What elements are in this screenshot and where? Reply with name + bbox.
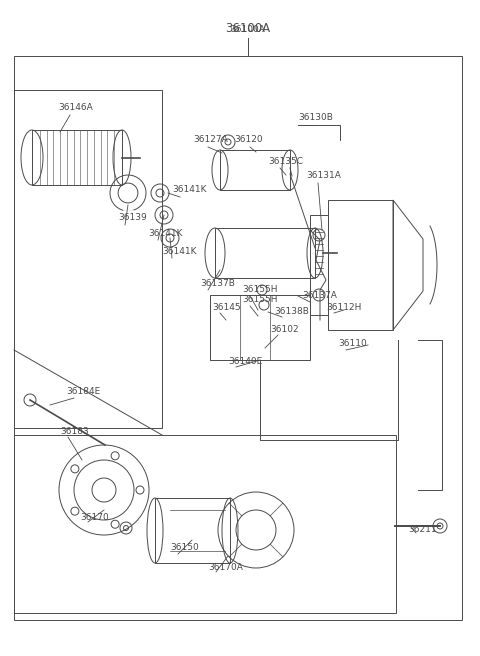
- Text: 36127A: 36127A: [193, 134, 228, 144]
- Bar: [220, 150, 290, 190]
- Text: 36146A: 36146A: [58, 104, 93, 112]
- Text: 36120: 36120: [234, 134, 263, 144]
- Text: 36100A: 36100A: [226, 22, 271, 35]
- Text: 36145: 36145: [212, 304, 240, 312]
- Bar: [210, 295, 310, 360]
- Bar: [328, 200, 393, 330]
- Text: 36131A: 36131A: [306, 171, 341, 180]
- Text: 36110: 36110: [338, 340, 367, 348]
- Text: 36155H: 36155H: [242, 285, 277, 295]
- Bar: [14, 90, 162, 428]
- Text: 36112H: 36112H: [326, 304, 361, 312]
- Text: 36211: 36211: [408, 525, 437, 535]
- Text: 36141K: 36141K: [148, 230, 182, 239]
- Text: 36184E: 36184E: [66, 388, 100, 396]
- Bar: [14, 435, 396, 613]
- Text: 36102: 36102: [270, 325, 299, 335]
- Text: 36138B: 36138B: [274, 308, 309, 316]
- Bar: [310, 215, 328, 315]
- Text: 36135C: 36135C: [268, 157, 303, 167]
- Bar: [155, 498, 230, 563]
- Text: 36137B: 36137B: [200, 279, 235, 289]
- Text: 36141K: 36141K: [172, 186, 206, 194]
- Text: 36150: 36150: [170, 544, 199, 552]
- Text: 36130B: 36130B: [298, 113, 333, 123]
- Text: 36139: 36139: [118, 213, 147, 222]
- Text: 36140E: 36140E: [228, 358, 262, 367]
- Bar: [215, 228, 315, 278]
- Bar: [32, 130, 122, 185]
- Text: 36155H: 36155H: [242, 295, 277, 304]
- Text: 36170A: 36170A: [208, 564, 243, 573]
- Text: 36141K: 36141K: [162, 247, 196, 256]
- Bar: [14, 56, 462, 620]
- Text: 36100A: 36100A: [230, 26, 265, 35]
- Text: 36137A: 36137A: [302, 291, 337, 300]
- Text: 36170: 36170: [80, 514, 109, 522]
- Text: 36183: 36183: [60, 428, 89, 436]
